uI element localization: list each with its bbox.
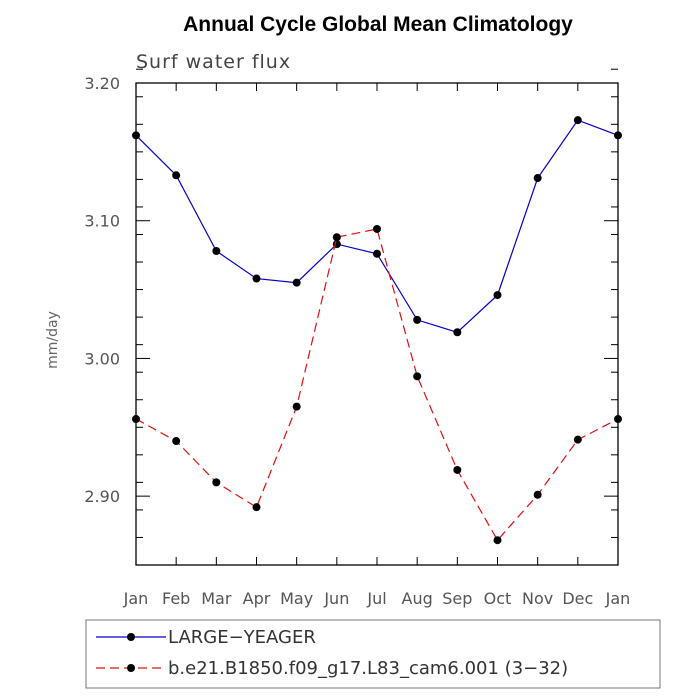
- y-tick-label: 3.10: [84, 212, 120, 231]
- data-point: [533, 174, 542, 183]
- data-point: [413, 315, 422, 324]
- x-tick-label: Dec: [562, 589, 593, 608]
- data-point: [252, 503, 261, 512]
- axis-ticks: [135, 68, 619, 566]
- legend-box: [85, 619, 661, 689]
- data-point: [493, 536, 502, 545]
- data-point: [212, 247, 221, 256]
- series-line-1: [135, 228, 619, 542]
- data-point: [373, 249, 381, 258]
- x-tick-label: Aug: [402, 589, 433, 608]
- data-point: [172, 437, 181, 446]
- data-point: [172, 171, 181, 180]
- x-tick-label: Jan: [605, 589, 631, 608]
- x-tick-label: Oct: [484, 589, 512, 608]
- data-point: [573, 116, 582, 125]
- legend: LARGE−YEAGER b.e21.B1850.f09_g17.L83_cam…: [85, 619, 661, 689]
- legend-label-large-yeager: LARGE−YEAGER: [168, 627, 316, 648]
- data-point: [453, 328, 462, 337]
- data-point: [332, 233, 341, 242]
- x-tick-label: Sep: [442, 589, 472, 608]
- data-point: [453, 465, 462, 474]
- plot-frame: [135, 82, 619, 566]
- x-tick-label: May: [280, 589, 313, 608]
- data-point: [292, 278, 301, 287]
- series-layer: [132, 116, 622, 545]
- data-point: [252, 274, 261, 283]
- y-axis-label: mm/day: [45, 311, 61, 369]
- x-tick-label: Nov: [522, 589, 553, 608]
- y-tick-label: 3.00: [84, 349, 120, 368]
- data-point: [493, 291, 502, 300]
- chart-subtitle: Surf water flux: [136, 51, 291, 73]
- data-point: [413, 372, 422, 381]
- x-tick-label: Apr: [243, 589, 271, 608]
- legend-marker-b-e21: [127, 664, 135, 672]
- x-tick-label: Jul: [366, 589, 386, 608]
- data-point: [573, 435, 582, 444]
- y-tick-labels: 2.90 3.00 3.10 3.20: [84, 74, 120, 506]
- y-tick-label: 3.20: [84, 74, 120, 93]
- x-tick-label: Feb: [162, 589, 190, 608]
- data-point: [212, 478, 221, 487]
- x-tick-label: Mar: [201, 589, 232, 608]
- x-tick-label: Jun: [323, 589, 349, 608]
- y-tick-label: 2.90: [84, 487, 120, 506]
- x-tick-labels: Jan Feb Mar Apr May Jun Jul Aug Sep Oct Nov Dec Jan: [123, 589, 631, 608]
- legend-label-b-e21: b.e21.B1850.f09_g17.L83_cam6.001 (3−32): [168, 658, 568, 679]
- data-point: [373, 224, 381, 233]
- x-tick-label: Jan: [123, 589, 149, 608]
- data-point: [533, 490, 542, 499]
- legend-marker-large-yeager: [127, 633, 135, 641]
- data-point: [292, 402, 301, 411]
- chart-title: Annual Cycle Global Mean Climatology: [183, 13, 573, 36]
